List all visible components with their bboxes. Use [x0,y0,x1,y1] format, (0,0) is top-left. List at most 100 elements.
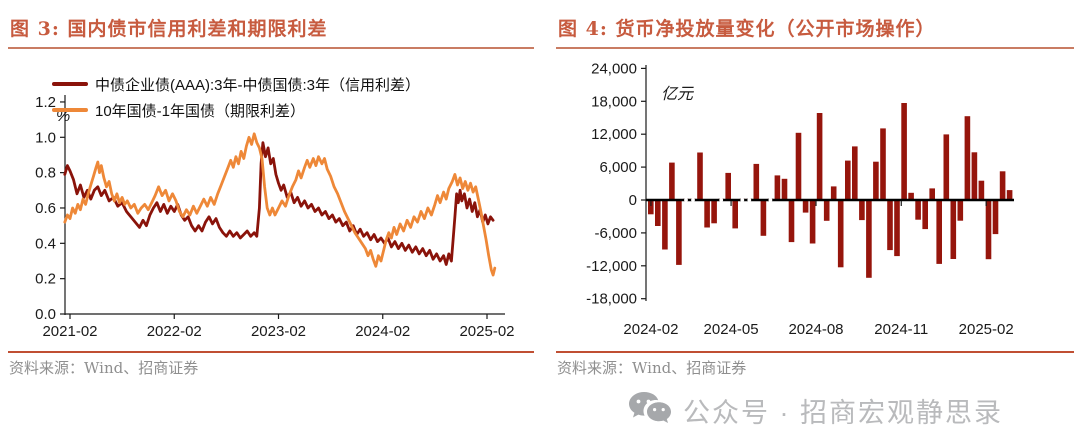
wechat-footer: 公众号 · 招商宏观静思录 [556,386,1074,434]
credit-spread-line-swatch [52,82,88,86]
y-tick-label: 0.2 [35,271,56,288]
y-tick-label: -18,000 [586,291,637,308]
y-tick-label: -6,000 [594,225,637,242]
bar [648,200,654,215]
bar [845,160,851,200]
bar [823,200,830,221]
zero-value-dot [747,198,752,202]
bar [929,188,935,200]
zero-value-dot [740,198,745,202]
figure-3-title-rule [8,47,534,49]
bar [837,200,844,268]
figure-3-source: 资料来源：Wind、招商证券 [9,359,199,377]
term-spread-legend-label: 10年国债-1年国债（期限利差） [95,102,306,120]
x-tick-label: 2021-02 [42,323,97,340]
line-chart-canvas: 0.0 0.2 0.4 0.6 0.8 1.0 1.2 2021-02 2022-02 2023-… [35,94,514,340]
bar [732,200,738,229]
bar [873,161,879,200]
bar [669,162,675,200]
figure-4-title-rule [556,47,1074,49]
y-tick-label: 0.0 [35,306,56,323]
bar [788,200,795,243]
bar [725,172,731,200]
bar [704,200,710,228]
bar [887,200,893,251]
bar [852,146,858,200]
wechat-account-name: 公众号 · 招商宏观静思录 [683,397,1003,428]
bar [753,163,760,200]
bar [697,152,703,200]
bar [866,200,872,278]
figure-4-source-rule [556,351,1074,353]
zero-value-dot [768,198,773,202]
bar [971,152,978,200]
bar [802,200,809,213]
y-tick-label: 24,000 [591,60,637,77]
figure-4-title: 图 4: 货币净投放量变化（公开市场操作） [558,18,936,40]
bar [908,192,914,200]
x-tick-label: 2025-02 [959,321,1014,338]
y-tick-label: 1.0 [35,129,56,146]
bar [894,200,900,257]
bar [915,200,921,220]
y-tick-label: 0.6 [35,200,56,217]
bar [774,175,781,200]
zero-value-dot [691,198,695,202]
term-spread-line [63,132,497,277]
figure-4-chart: 24,000 18,000 12,000 6,000 0 -6,000 -12,000 -18… [556,49,1074,349]
y-axis-unit-label: % [56,108,70,125]
x-tick-label: 2023-02 [251,323,306,340]
y-axis-unit-label: 亿元 [661,85,695,103]
x-tick-label: 2024-02 [355,323,410,340]
bar [950,200,957,259]
bar [957,200,964,221]
figure-4-block: 图 4: 货币净投放量变化（公开市场操作） 24,000 18,000 12,000… [556,10,1074,378]
figure-3-source-rule [8,351,534,353]
bar [816,113,823,200]
figure-3-block: 图 3: 国内债市信用利差和期限利差 0.0 0.2 0.4 0.6 0.8 1.0 1.2… [8,10,534,378]
bar [985,200,992,260]
figure-4-source: 资料来源：Wind、招商证券 [557,359,747,377]
bar [676,200,682,265]
wechat-icon [629,392,671,423]
x-tick-label: 2024-05 [704,321,759,338]
x-tick-label: 2024-08 [788,321,843,338]
bar [662,200,668,250]
x-tick-label: 2024-02 [623,321,678,338]
y-tick-label: -12,000 [586,258,637,275]
y-tick-label: 6,000 [599,159,637,176]
legend-row-credit-spread: 中债企业债(AAA):3年-中债国债:3年（信用利差） [52,71,420,97]
bar-chart-canvas: 24,000 18,000 12,000 6,000 0 -6,000 -12,000 -18… [586,60,1014,338]
bar [901,103,907,200]
figure-3-legend: 中债企业债(AAA):3年-中债国债:3年（信用利差） 10年国债-1年国债（期… [52,71,420,123]
bar [655,200,661,226]
bar [760,200,767,236]
y-tick-label: 0.8 [35,165,56,182]
credit-spread-legend-label: 中债企业债(AAA):3年-中债国债:3年（信用利差） [95,76,421,94]
figure-3-title: 图 3: 国内债市信用利差和期限利差 [10,18,328,40]
y-tick-label: 0 [629,192,637,209]
bar [964,116,971,200]
bar [922,200,928,230]
bar [711,200,717,224]
zero-value-dot [719,198,724,202]
bar [795,132,802,200]
x-tick-label: 2025-02 [459,323,514,340]
bar [859,200,865,221]
x-tick-label: 2024-11 [874,321,928,338]
bar [992,200,999,235]
y-tick-label: 18,000 [591,93,637,110]
term-spread-line-swatch [52,108,88,112]
bar [830,186,837,200]
figure-3-chart: 0.0 0.2 0.4 0.6 0.8 1.0 1.2 2021-02 2022-02 2023-… [8,49,534,349]
bar [781,178,788,200]
bar [978,180,985,200]
bar [809,200,816,244]
bar [1006,190,1013,200]
bar [943,134,950,200]
bar [936,200,942,264]
zero-value-dot [684,198,688,202]
legend-row-term-spread: 10年国债-1年国债（期限利差） [52,97,420,123]
y-tick-label: 1.2 [35,94,56,111]
